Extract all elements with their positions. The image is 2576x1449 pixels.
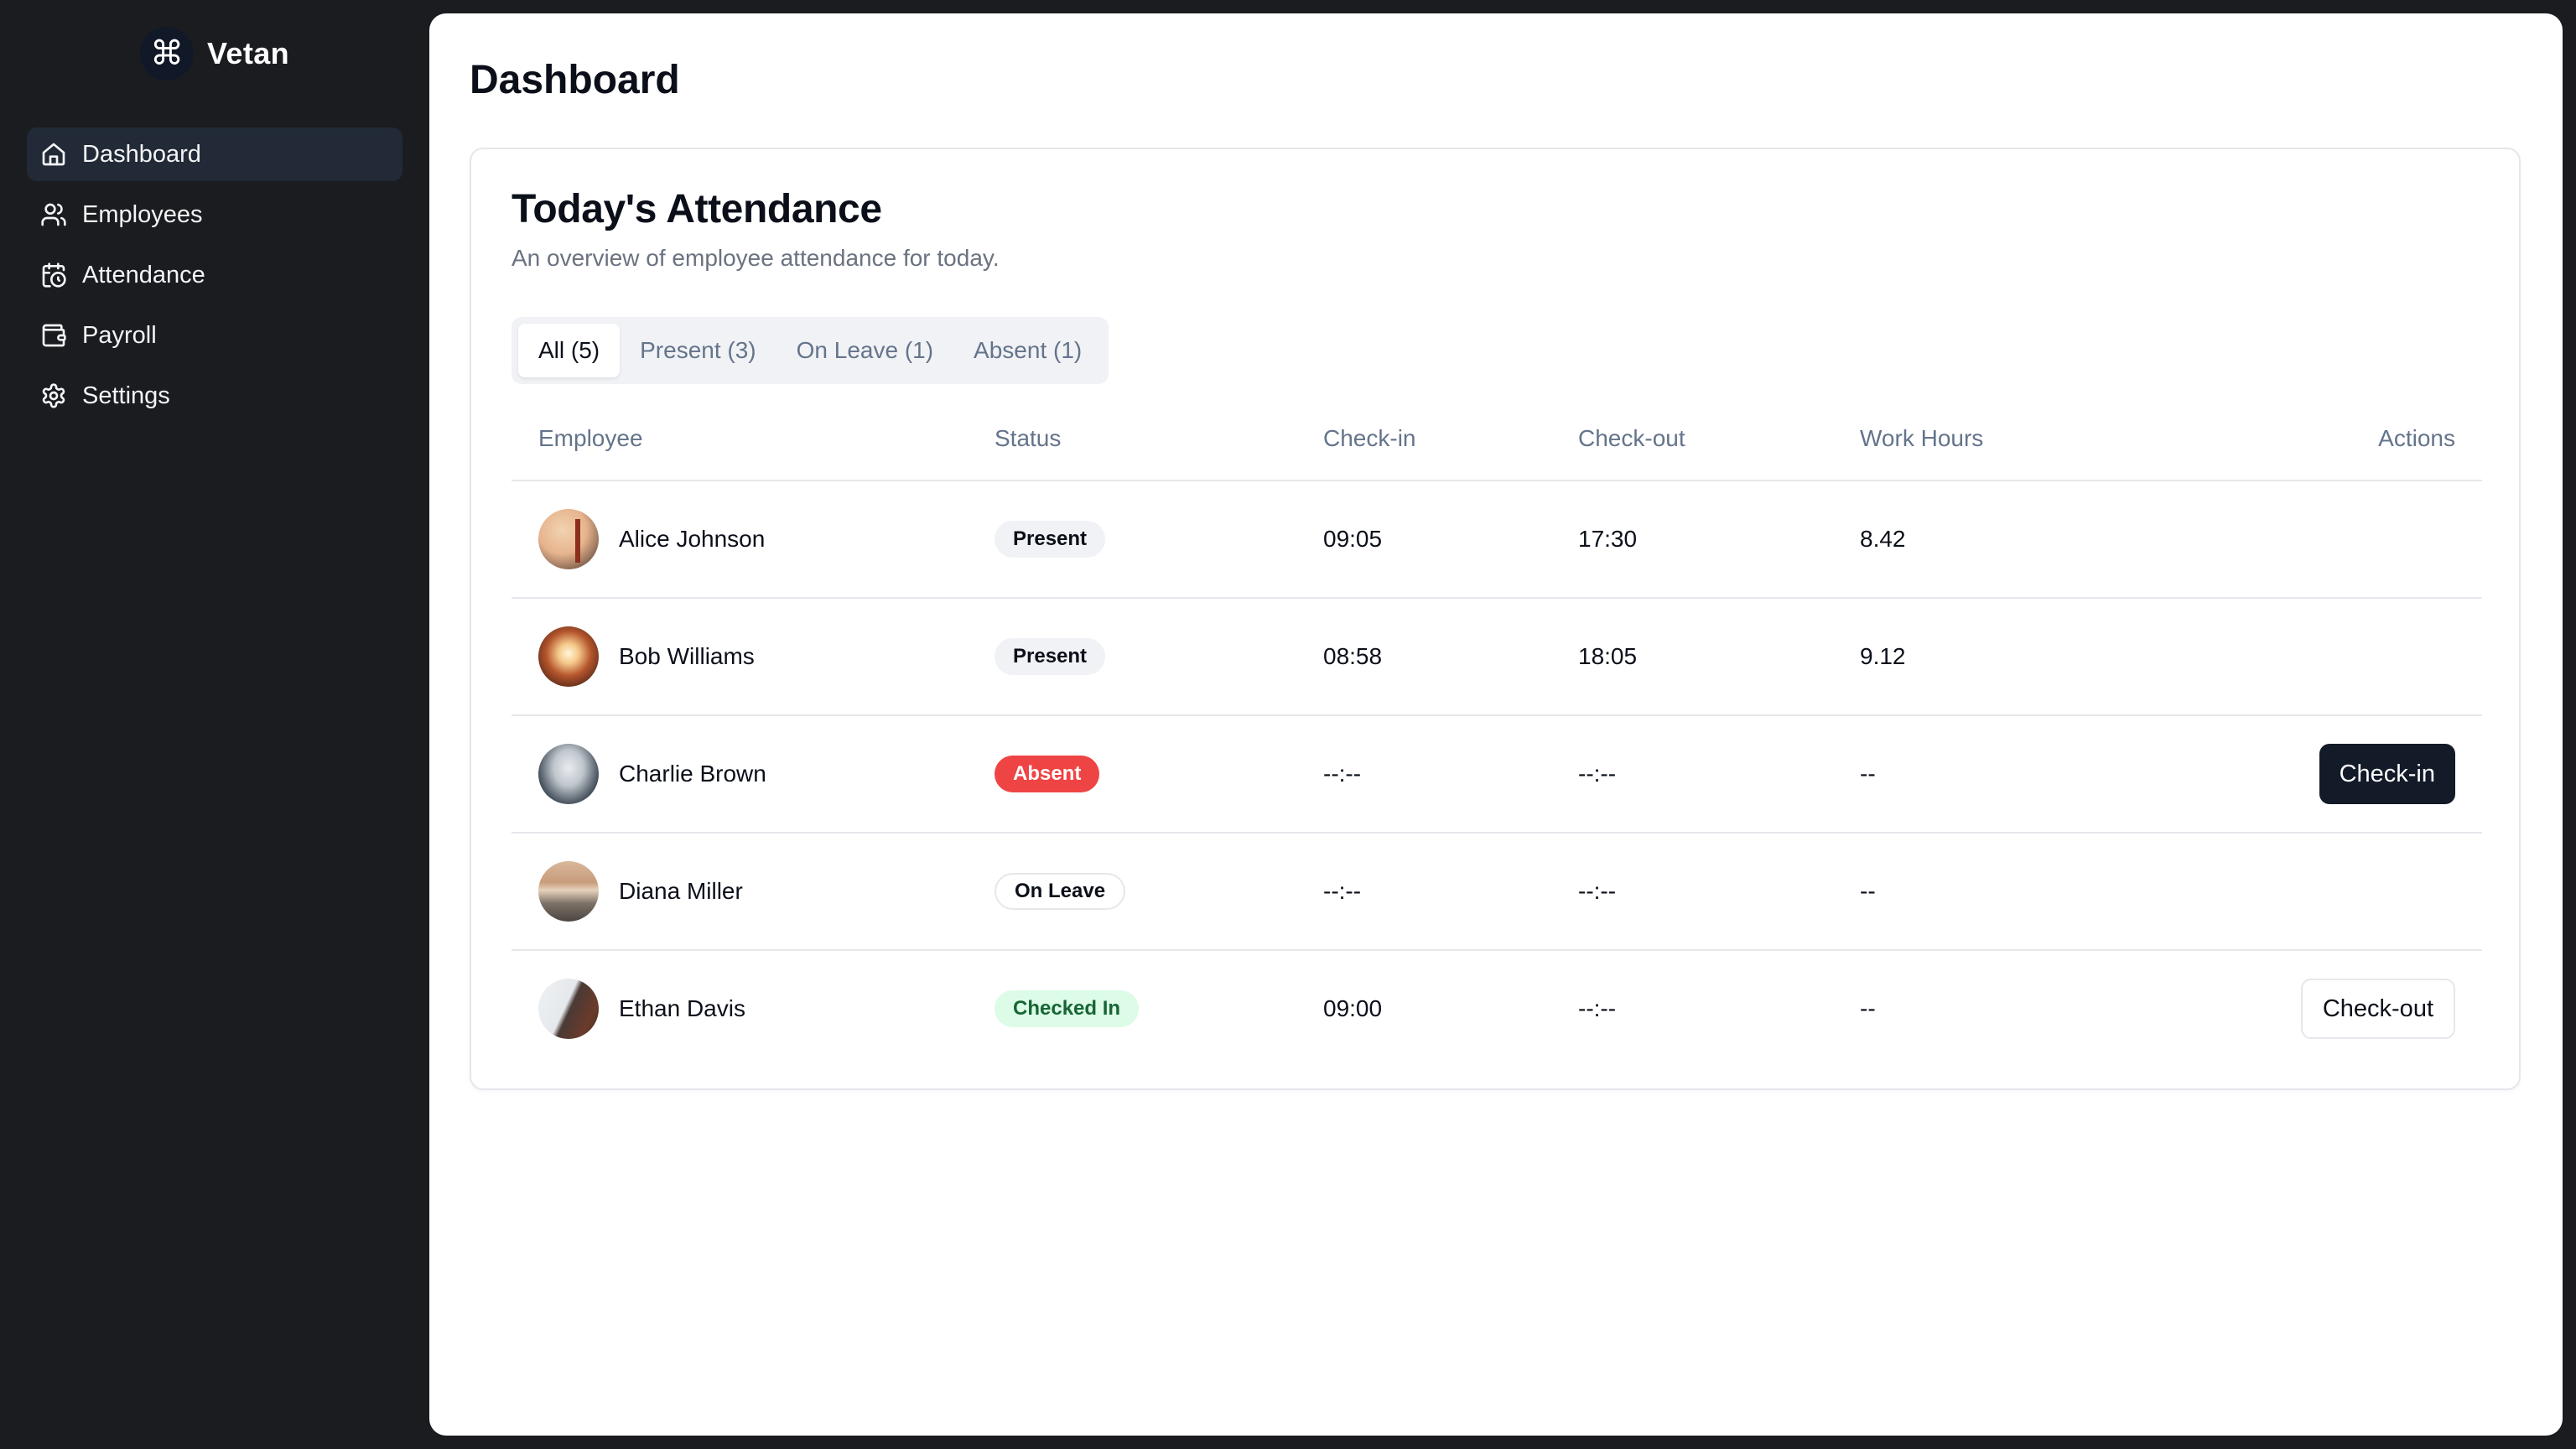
tab-all[interactable]: All (5) [518, 324, 621, 377]
card-subtitle: An overview of employee attendance for t… [512, 245, 1000, 271]
card-title: Today's Attendance [512, 187, 882, 231]
check-in-time: 08:58 [1323, 643, 1383, 669]
avatar [538, 744, 599, 804]
table-row: Diana Miller On Leave --:-- --:-- -- [512, 834, 2482, 951]
status-badge: Checked In [995, 990, 1140, 1027]
employee-name: Charlie Brown [619, 761, 766, 787]
employee-name: Diana Miller [619, 878, 743, 904]
check-out-time: --:-- [1578, 995, 1617, 1021]
table-row: Alice Johnson Present 09:05 17:30 8.42 [512, 481, 2482, 599]
work-hours: -- [1860, 761, 1876, 787]
check-in-time: --:-- [1323, 761, 1362, 787]
gear-icon [42, 383, 65, 408]
employee-name: Bob Williams [619, 643, 755, 669]
avatar [538, 861, 599, 922]
check-out-time: --:-- [1578, 761, 1617, 787]
attendance-table: Employee Status Check-in Check-out Work … [512, 397, 2482, 1067]
check-in-time: 09:05 [1323, 526, 1383, 552]
sidebar: ⌘ Vetan Dashboard Employees Attendance P… [0, 0, 429, 1449]
table-row: Ethan Davis Checked In 09:00 --:-- -- Ch… [512, 951, 2482, 1067]
employee-name: Alice Johnson [619, 526, 766, 552]
row-actions: Check-out [2162, 979, 2482, 1039]
tab-on-leave[interactable]: On Leave (1) [796, 337, 934, 363]
sidebar-item-label: Attendance [82, 261, 205, 288]
column-check-out: Check-out [1578, 425, 1685, 451]
work-hours: -- [1860, 995, 1876, 1021]
tab-present[interactable]: Present (3) [640, 337, 756, 363]
home-icon [42, 143, 65, 166]
work-hours: 8.42 [1860, 526, 1906, 552]
sidebar-item-label: Settings [82, 382, 170, 409]
sidebar-item-label: Dashboard [82, 140, 201, 168]
sidebar-item-attendance[interactable]: Attendance [27, 248, 402, 302]
avatar [538, 626, 599, 687]
column-status: Status [995, 425, 1062, 451]
check-in-time: 09:00 [1323, 995, 1383, 1021]
sidebar-item-employees[interactable]: Employees [27, 188, 402, 242]
app-name: Vetan [206, 36, 290, 70]
status-badge: Present [995, 638, 1106, 675]
row-actions: Check-in [2162, 744, 2482, 804]
check-in-time: --:-- [1323, 878, 1362, 904]
page-title: Dashboard [470, 58, 680, 102]
sidebar-item-settings[interactable]: Settings [27, 369, 402, 423]
check-out-time: 18:05 [1578, 643, 1638, 669]
avatar [538, 979, 599, 1039]
check-out-time: 17:30 [1578, 526, 1638, 552]
avatar [538, 509, 599, 569]
sidebar-item-payroll[interactable]: Payroll [27, 309, 402, 362]
wallet-icon [42, 324, 66, 347]
work-hours: -- [1860, 878, 1876, 904]
check-out-button[interactable]: Check-out [2300, 979, 2455, 1039]
sidebar-item-dashboard[interactable]: Dashboard [27, 127, 402, 181]
users-icon [41, 203, 66, 226]
command-logo-icon: ⌘ [139, 27, 194, 80]
sidebar-nav: Dashboard Employees Attendance Payroll S… [27, 127, 402, 429]
tab-absent[interactable]: Absent (1) [974, 337, 1083, 363]
main-panel: Dashboard Today's Attendance An overview… [429, 13, 2563, 1436]
calendar-clock-icon [42, 262, 66, 288]
table-row: Bob Williams Present 08:58 18:05 9.12 [512, 599, 2482, 716]
check-out-time: --:-- [1578, 878, 1617, 904]
column-actions: Actions [2378, 425, 2455, 451]
attendance-card: Today's Attendance An overview of employ… [470, 148, 2521, 1090]
column-work-hours: Work Hours [1860, 425, 1984, 451]
sidebar-item-label: Employees [82, 200, 203, 228]
table-header: Employee Status Check-in Check-out Work … [512, 397, 2482, 481]
status-badge: Absent [995, 756, 1100, 792]
brand[interactable]: ⌘ Vetan [0, 25, 429, 82]
sidebar-item-label: Payroll [82, 321, 157, 349]
column-employee: Employee [538, 425, 643, 451]
check-in-button[interactable]: Check-in [2319, 744, 2455, 804]
work-hours: 9.12 [1860, 643, 1906, 669]
attendance-filter-tabs: All (5) Present (3) On Leave (1) Absent … [512, 317, 1109, 384]
status-badge: On Leave [995, 873, 1126, 910]
table-row: Charlie Brown Absent --:-- --:-- -- Chec… [512, 716, 2482, 834]
employee-name: Ethan Davis [619, 995, 745, 1021]
status-badge: Present [995, 521, 1106, 558]
column-check-in: Check-in [1323, 425, 1416, 451]
